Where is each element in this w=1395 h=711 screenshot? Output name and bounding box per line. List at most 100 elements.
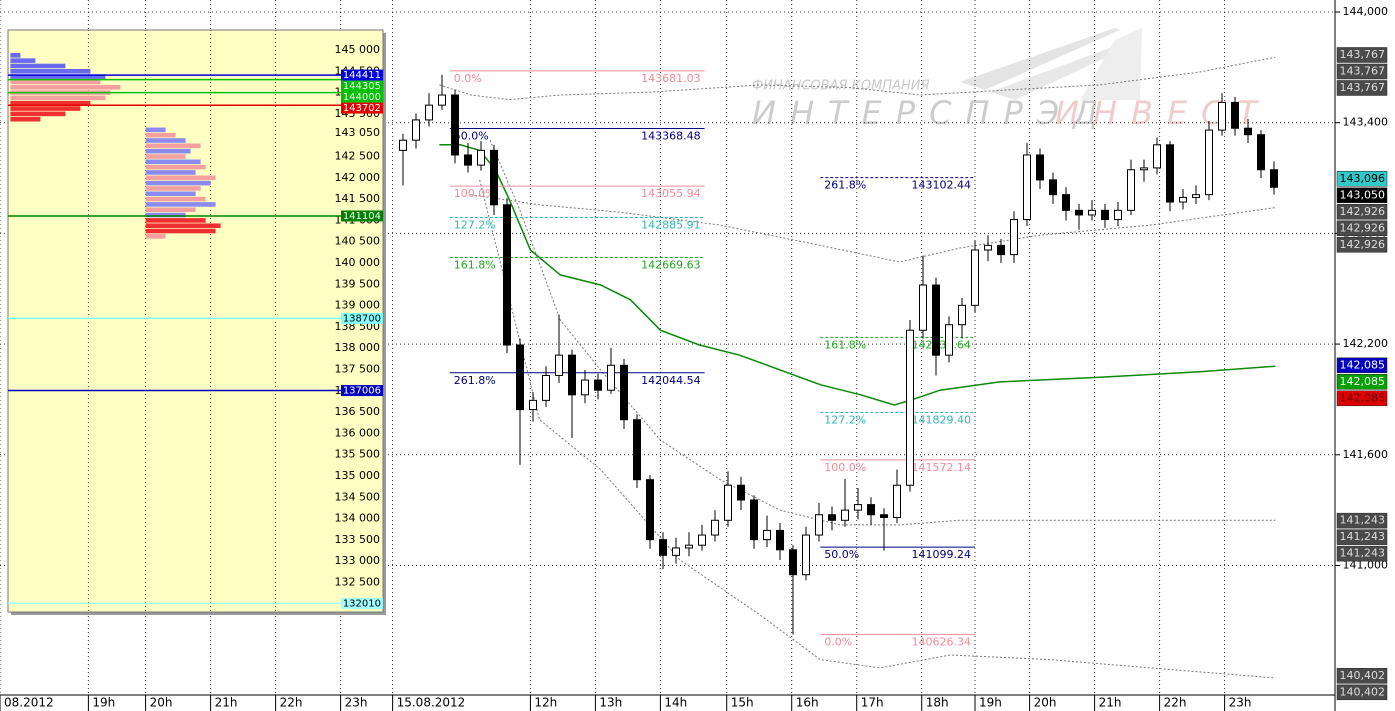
profile-bar xyxy=(145,132,176,138)
profile-bar xyxy=(145,154,186,159)
price-tag xyxy=(1336,171,1388,187)
candle-body xyxy=(620,364,628,421)
price-tag xyxy=(1336,80,1388,96)
price-tag-label: 140,402 xyxy=(1340,685,1386,698)
price-tag xyxy=(341,91,383,103)
y-tick-label: 135 000 xyxy=(335,469,381,482)
candle-body xyxy=(776,529,784,551)
profile-bar xyxy=(145,180,211,186)
price-tag xyxy=(1336,237,1388,253)
candle-body xyxy=(932,284,940,356)
candle-body xyxy=(516,344,524,411)
profile-bar xyxy=(145,218,206,223)
band-line xyxy=(479,179,1276,679)
candle-body xyxy=(685,544,693,549)
candle-body xyxy=(438,94,446,106)
x-tick-label: 12h xyxy=(534,696,557,710)
x-tick-label: 21h xyxy=(1099,696,1122,710)
fib-price: 143681.03 xyxy=(641,72,701,85)
x-tick-label: 08.2012 xyxy=(4,696,54,710)
price-tag xyxy=(341,210,383,222)
candle-body xyxy=(763,529,771,541)
price-tag xyxy=(1336,187,1388,204)
candle-body xyxy=(503,204,511,346)
price-tag-label: 143,050 xyxy=(1340,188,1386,201)
price-tag xyxy=(1336,357,1388,374)
candle-body xyxy=(477,149,485,166)
profile-bar xyxy=(145,202,216,207)
price-tag-label: 143,767 xyxy=(1340,64,1386,77)
candle-body xyxy=(1062,194,1070,211)
candle-body xyxy=(958,304,966,326)
candle-body xyxy=(672,547,680,556)
price-tag xyxy=(341,312,383,324)
profile-bar xyxy=(145,207,196,213)
profile-bar xyxy=(145,148,191,154)
profile-bar xyxy=(145,143,201,149)
x-tick-label: 22h xyxy=(280,696,303,710)
candle-body xyxy=(490,149,498,206)
candle-body xyxy=(1114,209,1122,221)
candle-body xyxy=(750,499,758,541)
candle-body xyxy=(646,479,654,541)
y-tick-label: 142 500 xyxy=(335,149,381,162)
profile-bar xyxy=(10,106,81,111)
candle-body xyxy=(737,484,745,501)
profile-bar xyxy=(10,100,91,106)
candle-body xyxy=(1036,154,1044,181)
y-tick-label: 139 500 xyxy=(335,277,381,290)
price-tag xyxy=(1336,684,1388,701)
profile-bar xyxy=(10,58,36,63)
fib-percent: 50.0% xyxy=(824,548,859,561)
fib-price: 142669.63 xyxy=(641,258,701,271)
profile-bar xyxy=(145,223,221,229)
candle-body xyxy=(399,139,407,151)
fib-price: 143102.44 xyxy=(912,179,972,192)
candle-body xyxy=(789,549,797,576)
x-tick-label: 15h xyxy=(731,696,754,710)
x-tick-label: 21h xyxy=(215,696,238,710)
candle-body xyxy=(555,354,563,376)
price-tag xyxy=(1336,545,1388,562)
candle-body xyxy=(412,119,420,141)
candle-body xyxy=(1075,209,1083,216)
price-tag-label: 144411 xyxy=(343,70,381,81)
profile-bar xyxy=(145,138,186,143)
fib-percent: 127.2% xyxy=(454,219,496,232)
fib-price: 143055.94 xyxy=(641,187,701,200)
candle-body xyxy=(1049,179,1057,196)
price-tag-label: 142,926 xyxy=(1340,238,1386,251)
price-tag xyxy=(341,102,383,114)
price-tag xyxy=(1336,529,1388,545)
candle-body xyxy=(945,324,953,356)
y-tick-label: 142 000 xyxy=(335,171,381,184)
x-tick-label: 19h xyxy=(979,696,1002,710)
fib-price: 143368.48 xyxy=(641,130,701,143)
candle-body xyxy=(828,514,836,521)
candle-body xyxy=(815,514,823,536)
inset-panel xyxy=(7,29,384,613)
fib-percent: 161.8% xyxy=(454,258,496,271)
y-tick-label: 141 500 xyxy=(335,192,381,205)
candle-body xyxy=(1023,154,1031,221)
profile-bar xyxy=(145,159,201,165)
candle-body xyxy=(594,379,602,391)
candle-body xyxy=(854,504,862,511)
y-tick-label: 137 500 xyxy=(335,363,381,376)
price-tag xyxy=(1336,220,1388,237)
y-tick-label: 143,400 xyxy=(1343,116,1389,129)
fib-price: 141099.24 xyxy=(912,548,972,561)
candle-body xyxy=(971,249,979,306)
y-tick-label: 139 000 xyxy=(335,299,381,312)
candle-body xyxy=(984,244,992,251)
logo-shape xyxy=(1080,28,1142,100)
candle-body xyxy=(698,534,706,546)
candle-body xyxy=(1231,101,1239,129)
candle-body xyxy=(464,154,472,166)
candle-body xyxy=(542,374,550,401)
profile-bar xyxy=(145,212,186,218)
x-tick-label: 18h xyxy=(926,696,949,710)
price-tag-label: 144305 xyxy=(343,81,381,92)
